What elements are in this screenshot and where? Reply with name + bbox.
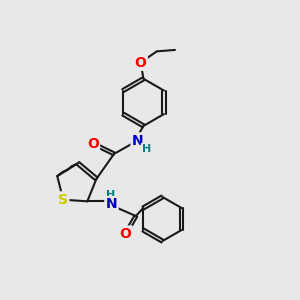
Text: H: H — [106, 190, 116, 200]
Text: N: N — [106, 197, 117, 211]
Text: S: S — [58, 193, 68, 207]
Text: H: H — [142, 144, 151, 154]
Text: O: O — [120, 227, 131, 241]
Text: O: O — [87, 136, 99, 151]
Text: O: O — [135, 56, 146, 70]
Text: N: N — [132, 134, 143, 148]
